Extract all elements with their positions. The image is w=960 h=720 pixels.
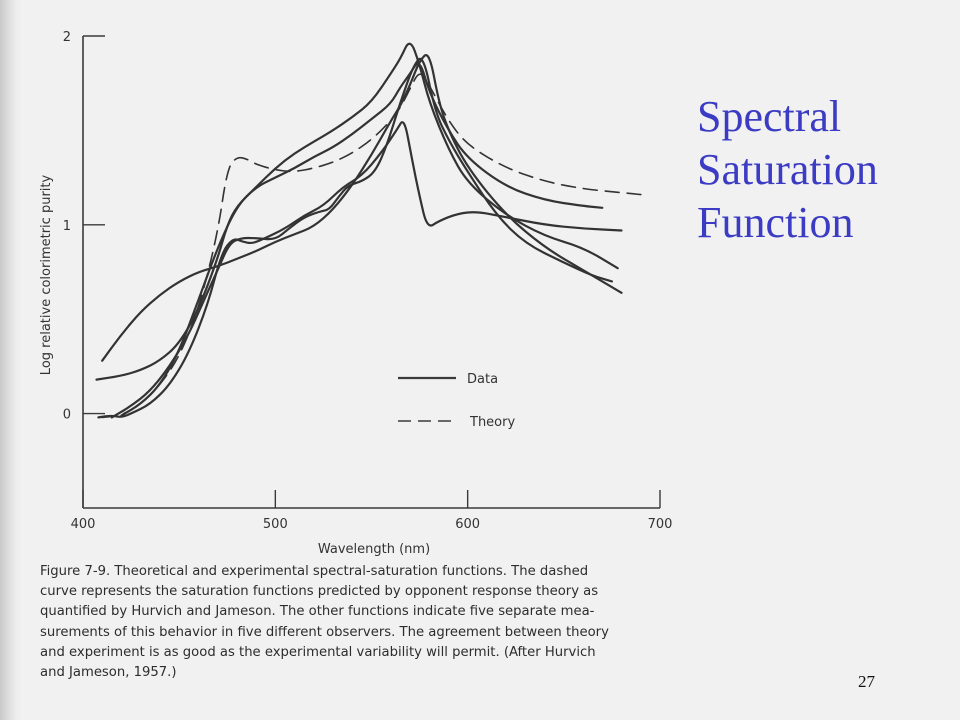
chart-axes: 0 1 2 400 500 600 700 [63,30,673,532]
caption-line: and experiment is as good as the experim… [40,644,596,660]
data-curve-3 [101,53,623,362]
legend-data-label: Data [467,372,498,387]
slide-title: Spectral Saturation Function [697,90,947,249]
data-curve-4 [110,57,613,419]
caption-line: and Jameson, 1957.) [40,665,177,681]
slide-title-line: Function [697,198,854,247]
y-axis-label: Log relative colorimetric purity [39,175,54,376]
figure-caption: Figure 7-9. Theoretical and experimental… [40,562,680,683]
legend-theory-label: Theory [469,415,515,430]
caption-line: surements of this behavior in five diffe… [40,624,609,640]
y-tick-label: 0 [63,408,71,423]
chart-legend: Data Theory [398,372,515,430]
theory-curve [101,73,642,419]
caption-line: quantified by Hurvich and Jameson. The o… [40,604,595,620]
data-curve-1 [97,121,623,419]
x-tick-label: 600 [455,517,480,532]
page-number: 27 [858,672,875,691]
spectral-saturation-chart: 0 1 2 400 500 600 700 Data Theory Wavelength (… [39,30,673,557]
x-axis-label: Wavelength (nm) [318,542,430,557]
caption-line: Figure 7-9. Theoretical and experimental… [40,564,589,579]
x-tick-label: 400 [71,517,96,532]
x-tick-label: 500 [263,517,288,532]
x-tick-label: 700 [648,517,673,532]
y-tick-label: 1 [63,219,71,234]
scan-shadow-edge [0,0,22,720]
y-tick-label: 2 [63,30,71,45]
data-curve-2 [95,62,604,381]
caption-line: curve represents the saturation function… [40,584,599,600]
chart-series [95,42,642,419]
slide-title-line: Saturation [697,145,878,194]
data-curve-5 [120,42,619,417]
slide-title-line: Spectral [697,92,842,141]
